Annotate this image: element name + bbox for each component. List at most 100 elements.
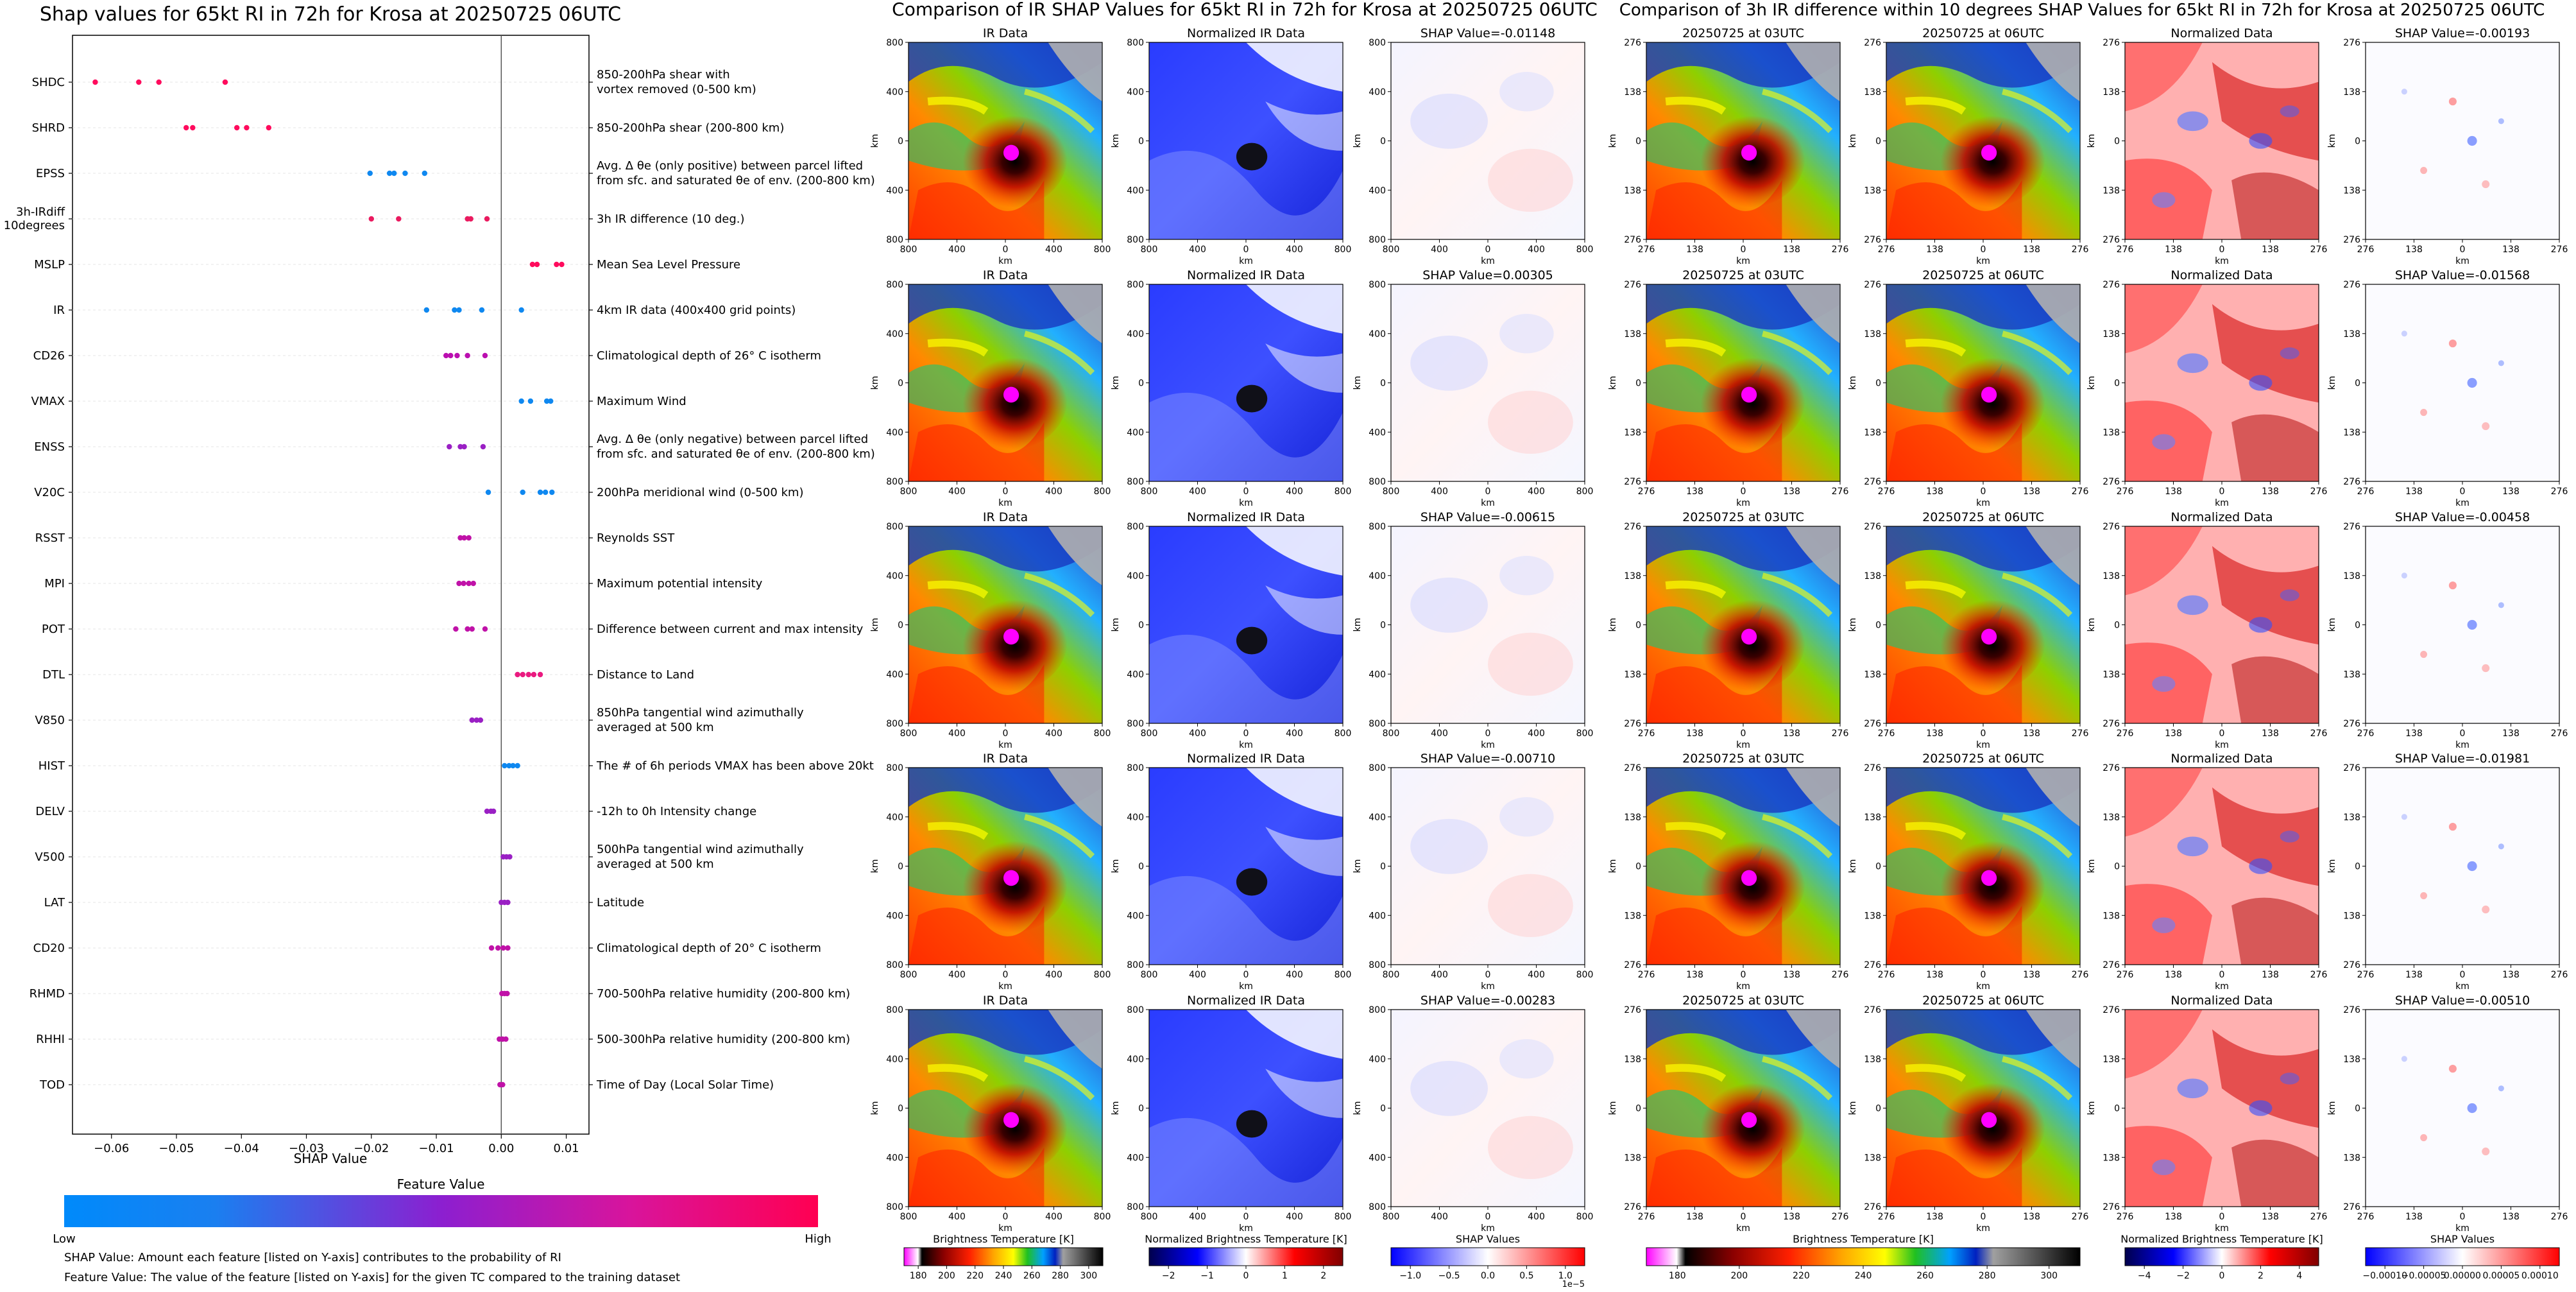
panel-x-axis-label: km: [2215, 1223, 2229, 1234]
shap-feature-description: 3h IR difference (10 deg.): [597, 212, 745, 226]
shap-point: [506, 762, 512, 769]
panel-x-tick-label: 138: [2502, 245, 2520, 255]
panel-y-tick-label: 276: [1624, 235, 1641, 245]
shap-point: [391, 170, 397, 177]
panel-x-tick-label: 0: [1741, 1212, 1746, 1222]
image-panel-ir-r0-c2: SHAP Value=-0.01148800800400400004004008…: [1352, 26, 1593, 266]
shap-feature-description: from sfc. and saturated θe of env. (200-…: [597, 174, 875, 187]
shap-point: [502, 762, 508, 769]
image-panel-diff-r2-c1: 20250725 at 06UTC27627613813800138138276…: [1848, 510, 2088, 750]
shap-feature-description: 500-300hPa relative humidity (200-800 km…: [597, 1033, 850, 1046]
panel-y-tick-label: 276: [2103, 522, 2120, 532]
shap-point: [529, 261, 536, 268]
panel-x-tick-label: 0: [2460, 728, 2466, 739]
shap-feature-description: 850hPa tangential wind azimuthally: [597, 706, 804, 719]
panel-x-tick-label: 800: [1141, 487, 1158, 497]
image-panel-ir-r4-c1: Normalized IR Data8008004004000040040080…: [1111, 994, 1351, 1234]
panel-title: Normalized IR Data: [1187, 752, 1305, 766]
panel-y-axis-label: km: [1848, 134, 1858, 148]
panel-y-tick-label: 276: [2343, 38, 2360, 48]
panel-x-tick-label: 800: [1576, 728, 1594, 739]
panel-x-axis-label: km: [2455, 981, 2469, 992]
panel-y-tick-label: 0: [898, 379, 903, 389]
panel-y-axis-label: km: [2086, 1101, 2097, 1115]
panel-x-tick-label: 276: [2072, 1212, 2089, 1222]
shap-x-tick-label: 0.00: [488, 1142, 514, 1155]
shap-point: [461, 580, 466, 587]
panel-image: [1149, 284, 1343, 481]
shap-point: [457, 535, 463, 541]
panel-x-axis-label: km: [2215, 981, 2229, 992]
panel-y-tick-label: 800: [1127, 38, 1144, 48]
shap-point: [456, 580, 462, 587]
panel-image: [1391, 1010, 1585, 1207]
panel-x-tick-label: 400: [948, 487, 966, 497]
colorbar-gradient: [1646, 1247, 2081, 1266]
colorbar-tick-label: 0.5: [1519, 1271, 1533, 1281]
shap-feature-label: IR: [53, 304, 65, 317]
panel-x-tick-label: 138: [1783, 1212, 1800, 1222]
panel-x-tick-label: 138: [2502, 487, 2520, 497]
panel-y-tick-label: 276: [2343, 477, 2360, 487]
panel-title: SHAP Value=-0.00710: [1420, 752, 1555, 766]
image-panel-diff-r0-c3: SHAP Value=-0.00193276276138138001381382…: [2327, 26, 2568, 266]
image-panel-diff-r2-c2: Normalized Data2762761381380013813827627…: [2086, 510, 2327, 750]
shap-point: [520, 489, 525, 495]
panel-x-tick-label: 276: [2072, 487, 2089, 497]
colorbar-gradient: [2124, 1247, 2319, 1266]
panel-y-tick-label: 400: [886, 911, 903, 921]
panel-y-tick-label: 0: [898, 862, 903, 872]
panel-y-tick-label: 138: [1624, 427, 1641, 438]
panel-y-tick-label: 400: [886, 185, 903, 196]
colorbar-tick-label: −2: [2176, 1271, 2190, 1281]
panel-x-tick-label: 0: [2219, 1212, 2225, 1222]
colorbar-tick-label: −1: [1200, 1271, 1214, 1281]
panel-x-axis-label: km: [2215, 498, 2229, 508]
ir-colorbars: Brightness Temperature [K] 180 200 220 240 26…: [903, 1233, 1585, 1289]
shap-feature-label: CD26: [33, 349, 65, 363]
panel-y-tick-label: 0: [2114, 1104, 2120, 1114]
colorbar-tick-label: 0: [2219, 1271, 2225, 1281]
panel-image: [1646, 526, 1840, 723]
panel-x-axis-label: km: [1239, 981, 1253, 992]
colorbar-tick-label: 280: [1052, 1271, 1069, 1281]
panel-x-tick-label: 0: [1485, 245, 1491, 255]
shap-colorbar-low: Low: [53, 1232, 75, 1246]
panel-y-tick-label: 800: [1369, 477, 1386, 487]
shap-point: [510, 762, 516, 769]
shap-feature-label: SHDC: [32, 76, 65, 89]
panel-x-tick-label: 276: [1832, 728, 1849, 739]
panel-y-tick-label: 138: [1624, 669, 1641, 680]
colorbar-ir-norm: Normalized Brightness Temperature [K] −2 −…: [1145, 1233, 1347, 1281]
panel-y-tick-label: 138: [2343, 1055, 2360, 1065]
panel-x-tick-label: 276: [1638, 487, 1655, 497]
panel-x-tick-label: 400: [1045, 970, 1062, 980]
panel-x-tick-label: 800: [1094, 970, 1111, 980]
panel-x-tick-label: 800: [1094, 245, 1111, 255]
panel-x-axis-label: km: [1481, 1223, 1495, 1234]
panel-y-tick-label: 276: [1864, 477, 1881, 487]
panel-y-tick-label: 0: [1138, 137, 1144, 147]
panel-y-tick-label: 138: [2103, 329, 2120, 340]
diff-panel-grid: 20250725 at 03UTC27627613813800138138276…: [1608, 26, 2568, 1234]
panel-x-tick-label: 0: [1981, 970, 1986, 980]
panel-y-tick-label: 0: [1380, 1104, 1386, 1114]
panel-y-tick-label: 276: [1864, 719, 1881, 729]
panel-y-tick-label: 138: [2103, 669, 2120, 680]
panel-y-tick-label: 138: [2103, 1055, 2120, 1065]
panel-x-tick-label: 0: [2219, 245, 2225, 255]
panel-y-tick-label: 276: [2103, 1005, 2120, 1015]
panel-image: [2125, 1010, 2319, 1207]
shap-point: [480, 444, 486, 450]
panel-x-tick-label: 276: [2072, 970, 2089, 980]
panel-x-axis-label: km: [1736, 1223, 1750, 1234]
panel-x-tick-label: 800: [1141, 970, 1158, 980]
panel-y-tick-label: 138: [1624, 813, 1641, 823]
panel-x-axis-label: km: [2455, 740, 2469, 750]
panel-image: [1149, 768, 1343, 965]
panel-x-tick-label: 400: [948, 1212, 966, 1222]
panel-x-tick-label: 400: [948, 728, 966, 739]
image-panel-diff-r4-c1: 20250725 at 06UTC27627613813800138138276…: [1848, 994, 2088, 1234]
shap-point: [453, 626, 459, 632]
